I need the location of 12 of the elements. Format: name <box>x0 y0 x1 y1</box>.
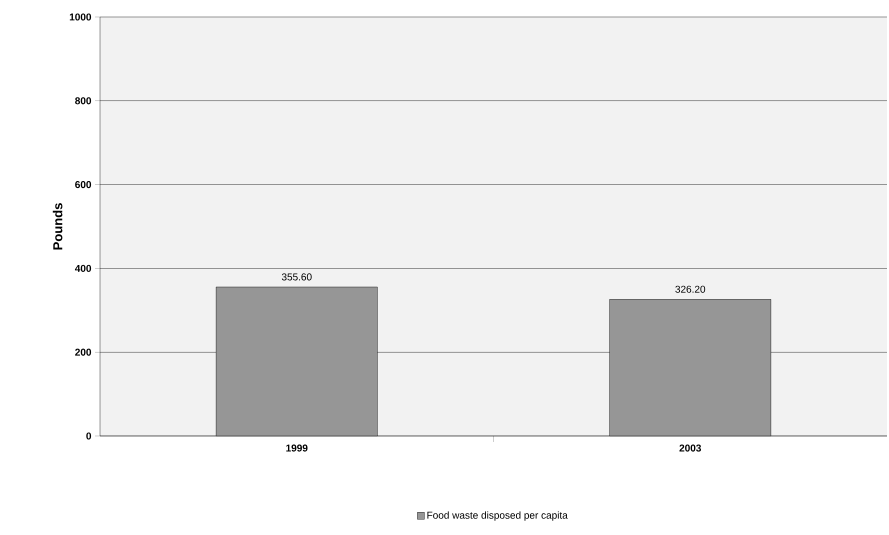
y-tick-label: 400 <box>74 264 92 272</box>
y-tick-label: 600 <box>75 181 92 188</box>
y-tick-label: 800 <box>75 97 92 104</box>
legend-label: Food waste disposed per capita <box>427 511 568 521</box>
data-label: 355.60 <box>282 273 312 280</box>
x-tick-label: 2003 <box>679 444 702 452</box>
data-label: 326.20 <box>675 286 706 293</box>
y-tick-label: 200 <box>75 348 92 356</box>
y-tick-label: 0 <box>86 432 92 440</box>
y-tick-label: 1000 <box>70 13 92 21</box>
y-axis-title: Pounds <box>52 203 62 250</box>
x-tick-label: 1999 <box>286 444 308 452</box>
